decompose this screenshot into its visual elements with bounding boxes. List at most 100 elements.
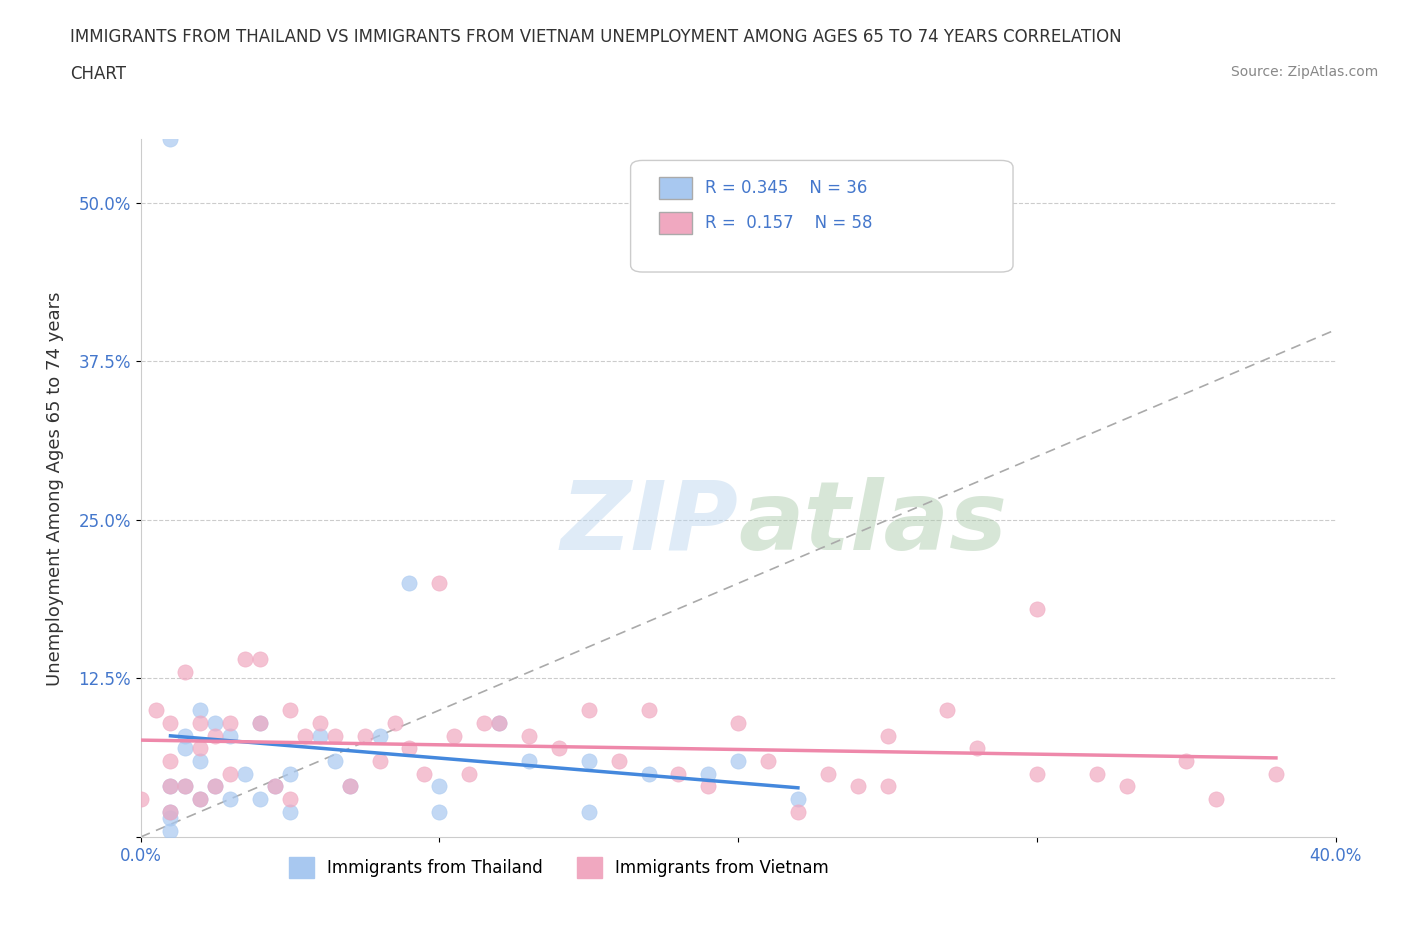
Point (309, 715, 332, 730)
Point (219, 728, 242, 743)
Point (1026, 602, 1049, 617)
Point (458, 766, 481, 781)
Point (517, 728, 540, 743)
Text: atlas: atlas (738, 476, 1007, 569)
Point (1265, 766, 1288, 781)
Point (578, 753, 600, 768)
Point (204, 778, 226, 793)
Point (1085, 766, 1108, 781)
Point (188, 753, 212, 768)
Point (159, 753, 181, 768)
Point (472, 715, 495, 730)
Point (548, 741, 571, 756)
Point (174, 778, 197, 793)
Point (204, 728, 226, 743)
Point (488, 715, 510, 730)
Point (936, 703, 959, 718)
Point (488, 715, 510, 730)
Text: CHART: CHART (70, 65, 127, 83)
Point (323, 753, 346, 768)
Point (1026, 766, 1049, 781)
Point (1175, 753, 1198, 768)
Point (159, 132, 181, 147)
Point (517, 753, 540, 768)
Point (188, 791, 212, 806)
Text: ZIP: ZIP (560, 476, 738, 569)
Point (727, 753, 749, 768)
Point (219, 791, 242, 806)
Point (159, 823, 181, 838)
Point (578, 804, 600, 819)
Point (756, 753, 779, 768)
Point (188, 791, 212, 806)
Point (846, 778, 869, 793)
Point (249, 791, 271, 806)
Point (204, 778, 226, 793)
Point (145, 703, 167, 718)
Point (339, 778, 361, 793)
Point (219, 715, 242, 730)
Point (353, 728, 375, 743)
Point (817, 766, 839, 781)
Point (159, 811, 181, 826)
Point (159, 778, 181, 793)
Point (159, 778, 181, 793)
Point (368, 753, 391, 768)
Point (697, 766, 720, 781)
Point (398, 576, 420, 591)
Point (294, 728, 316, 743)
Point (323, 728, 346, 743)
Point (159, 804, 181, 819)
Point (278, 804, 301, 819)
Point (233, 766, 256, 781)
Point (278, 766, 301, 781)
Point (219, 766, 242, 781)
Point (1205, 791, 1227, 806)
Point (398, 741, 420, 756)
Point (427, 778, 450, 793)
Point (174, 728, 197, 743)
Point (368, 728, 391, 743)
Point (637, 703, 659, 718)
Point (264, 778, 287, 793)
Point (249, 715, 271, 730)
Point (249, 652, 271, 667)
Point (188, 703, 212, 718)
Point (309, 728, 332, 743)
Point (159, 715, 181, 730)
Legend: Immigrants from Thailand, Immigrants from Vietnam: Immigrants from Thailand, Immigrants fro… (283, 851, 835, 884)
Point (174, 741, 197, 756)
Point (204, 715, 226, 730)
Point (637, 766, 659, 781)
Point (697, 778, 720, 793)
Point (174, 665, 197, 680)
Point (876, 728, 898, 743)
Point (384, 715, 406, 730)
FancyBboxPatch shape (630, 161, 1014, 272)
Point (427, 804, 450, 819)
Point (413, 766, 436, 781)
Point (278, 703, 301, 718)
Point (174, 778, 197, 793)
Point (607, 753, 630, 768)
Text: R =  0.157    N = 58: R = 0.157 N = 58 (704, 214, 872, 232)
Point (129, 791, 152, 806)
Point (159, 804, 181, 819)
Point (876, 778, 898, 793)
Point (787, 804, 810, 819)
Point (443, 728, 465, 743)
Text: IMMIGRANTS FROM THAILAND VS IMMIGRANTS FROM VIETNAM UNEMPLOYMENT AMONG AGES 65 T: IMMIGRANTS FROM THAILAND VS IMMIGRANTS F… (70, 28, 1122, 46)
Point (966, 741, 988, 756)
Y-axis label: Unemployment Among Ages 65 to 74 years: Unemployment Among Ages 65 to 74 years (46, 291, 65, 685)
Point (578, 703, 600, 718)
Point (233, 652, 256, 667)
Point (727, 715, 749, 730)
Point (427, 576, 450, 591)
Point (668, 766, 690, 781)
FancyBboxPatch shape (659, 178, 692, 200)
Point (264, 778, 287, 793)
Text: R = 0.345    N = 36: R = 0.345 N = 36 (704, 179, 868, 197)
Text: Source: ZipAtlas.com: Source: ZipAtlas.com (1230, 65, 1378, 79)
Point (188, 741, 212, 756)
Point (339, 778, 361, 793)
